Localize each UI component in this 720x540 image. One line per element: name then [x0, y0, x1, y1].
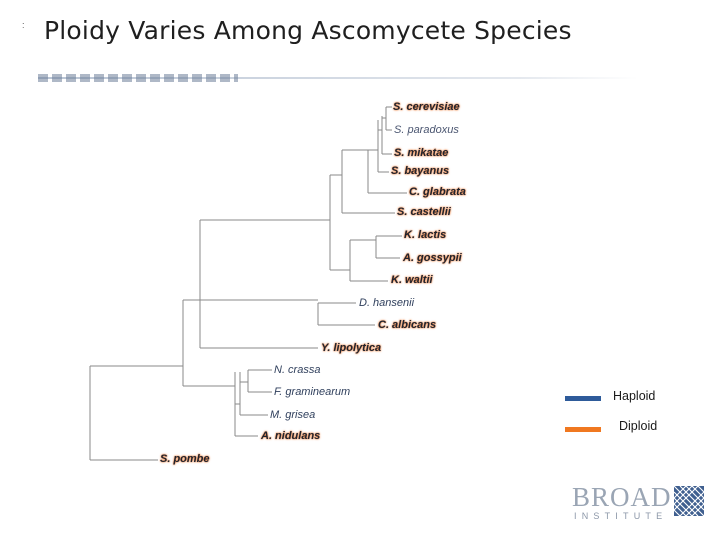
branch-ctg: [200, 299, 319, 325]
taxon-label-s-mikatae: S. mikatae: [394, 147, 449, 159]
branch-nf: [240, 370, 249, 392]
branch-s-mikatae-node: [378, 116, 383, 154]
title-underline: [38, 74, 638, 82]
taxon-label-a-nidulans: A. nidulans: [261, 430, 321, 442]
taxon-label-s-paradoxus: S. paradoxus: [394, 124, 459, 136]
branch-kl-ag: [350, 236, 377, 258]
taxon-label-k-waltii: K. waltii: [391, 274, 433, 286]
logo-subtitle: INSTITUTE: [574, 511, 668, 521]
slide-marker: :: [22, 20, 25, 30]
legend-diploid-swatch: [565, 427, 601, 432]
taxon-label-k-lactis: K. lactis: [404, 229, 447, 241]
taxon-label-c-albicans: C. albicans: [378, 319, 437, 331]
taxon-label-f-graminearum: F. graminearum: [274, 386, 351, 398]
taxon-label-m-grisea: M. grisea: [270, 409, 316, 421]
legend-diploid-label: Diploid: [619, 419, 658, 433]
branch-cer-par: [382, 107, 387, 130]
taxon-label-d-hansenii: D. hansenii: [359, 297, 415, 309]
branch-wgd-stem: [200, 175, 331, 270]
taxon-label-s-bayanus: S. bayanus: [391, 165, 450, 177]
taxon-label-s-pombe: S. pombe: [160, 453, 210, 465]
taxon-label-y-lipolytica: Y. lipolytica: [321, 342, 382, 354]
title-underline-dashes: [38, 74, 238, 82]
branch-sensu-stricto: [368, 120, 379, 172]
broad-institute-logo: BROAD INSTITUTE: [572, 482, 707, 526]
branch-kluyv: [330, 240, 351, 281]
title-underline-bar: [38, 77, 638, 79]
logo-grid-icon: [674, 486, 704, 516]
legend-haploid-label: Haploid: [613, 389, 656, 403]
legend-haploid-swatch: [565, 396, 601, 401]
taxon-label-c-glabrata: C. glabrata: [409, 186, 466, 198]
branch-sordario: [235, 372, 268, 416]
branch-sacch: [183, 220, 201, 348]
taxon-label-a-gossypii: A. gossypii: [403, 252, 462, 264]
branch-post-wgd: [330, 150, 343, 213]
branch-sensu: [342, 149, 369, 193]
logo-word: BROAD: [572, 482, 672, 512]
taxon-label-s-cerevisiae: S. cerevisiae: [393, 101, 460, 113]
slide-title: Ploidy Varies Among Ascomycete Species: [44, 16, 572, 45]
taxon-label-n-crassa: N. crassa: [274, 364, 321, 376]
branch-filamentous: [183, 372, 236, 436]
taxon-label-s-castellii: S. castellii: [397, 206, 451, 218]
